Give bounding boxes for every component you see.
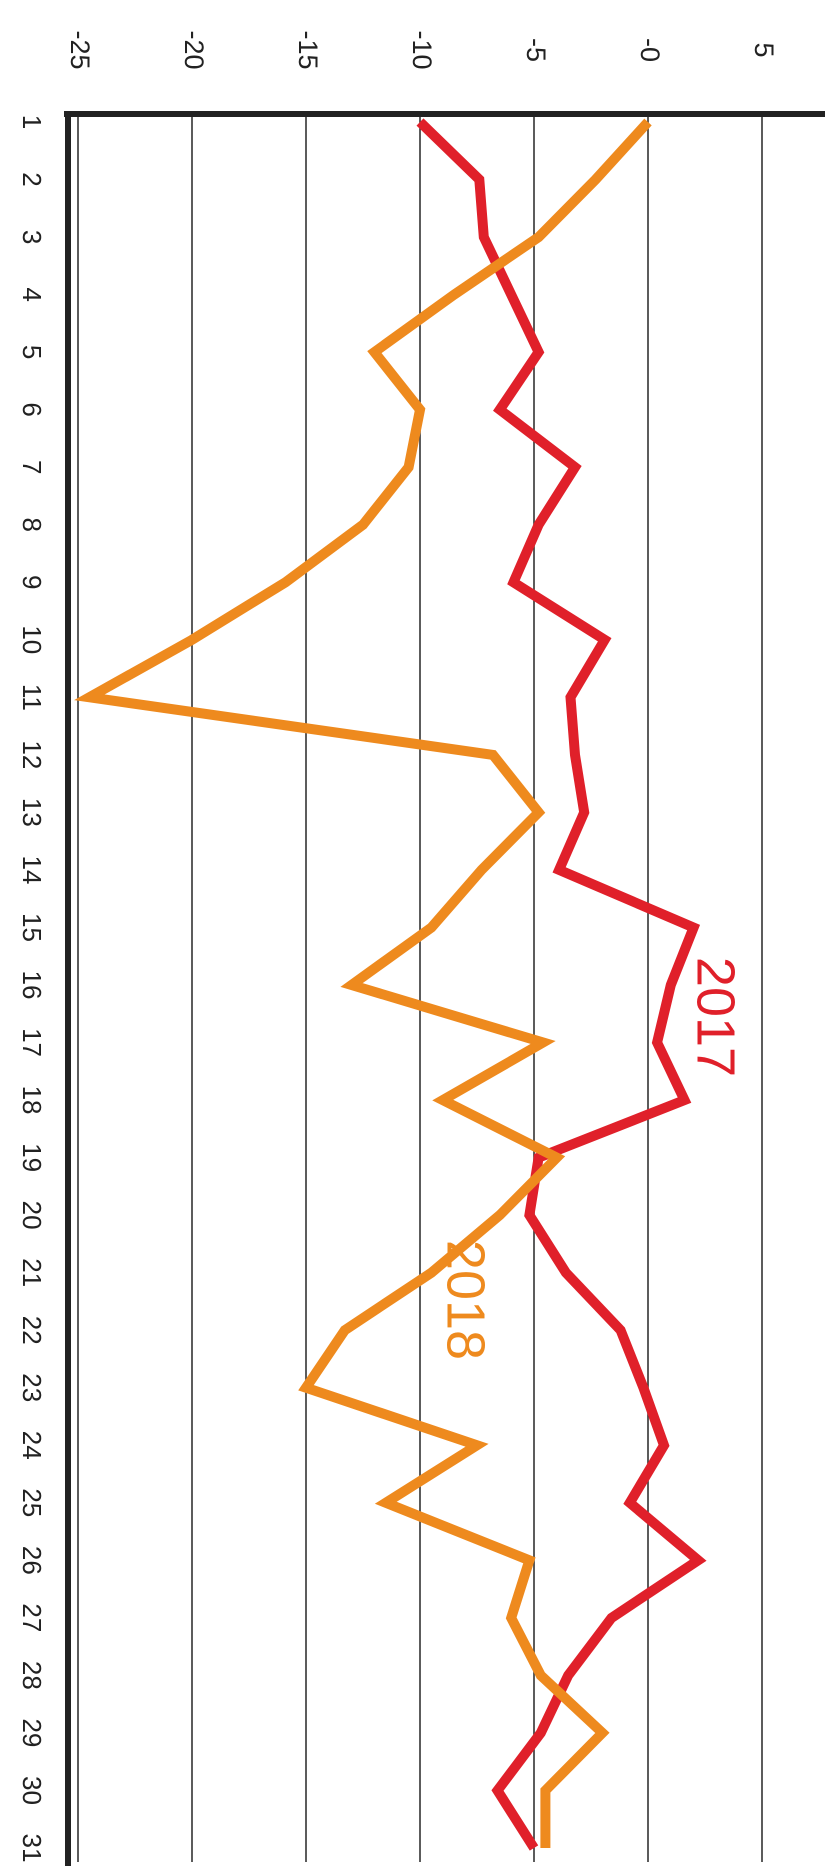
value-tick-label: -10 [407,30,437,69]
category-tick-label: 28 [17,1661,47,1690]
value-tick-label: -5 [521,38,551,62]
category-tick-label: 6 [17,402,47,416]
value-tick-label: -15 [293,30,323,69]
value-tick-label: -0 [635,38,665,62]
category-tick-label: 21 [17,1258,47,1287]
category-tick-label: 2 [17,172,47,186]
category-tick-label: 8 [17,517,47,531]
value-tick-label: -25 [65,30,95,69]
category-tick-label: 9 [17,575,47,589]
category-tick-label: 22 [17,1316,47,1345]
category-tick-label: 13 [17,798,47,827]
category-tick-label: 26 [17,1546,47,1575]
category-tick-label: 7 [17,460,47,474]
category-tick-label: 15 [17,913,47,942]
category-tick-label: 19 [17,1143,47,1172]
category-tick-label: 16 [17,971,47,1000]
series-line [416,118,707,1851]
category-tick-label: 10 [17,625,47,654]
category-tick-label: 31 [17,1834,47,1863]
category-tick-label: 24 [17,1431,47,1460]
category-tick-label: 1 [17,115,47,129]
series-line [74,118,652,1848]
value-tick-label: 5 [749,42,779,57]
category-tick-label: 30 [17,1776,47,1805]
category-tick-label: 29 [17,1718,47,1747]
category-tick-label: 23 [17,1373,47,1402]
category-tick-label: 17 [17,1028,47,1057]
series-label: 2017 [686,957,746,1077]
category-tick-label: 4 [17,287,47,301]
category-tick-label: 14 [17,855,47,884]
category-tick-label: 11 [17,684,47,711]
category-tick-label: 12 [17,740,47,769]
category-tick-label: 27 [17,1603,47,1632]
category-tick-label: 5 [17,345,47,359]
value-tick-label: -20 [179,30,209,69]
category-tick-label: 25 [17,1488,47,1517]
series-label: 2018 [436,1240,496,1360]
category-tick-label: 3 [17,230,47,244]
category-tick-label: 18 [17,1086,47,1115]
category-tick-label: 20 [17,1201,47,1230]
